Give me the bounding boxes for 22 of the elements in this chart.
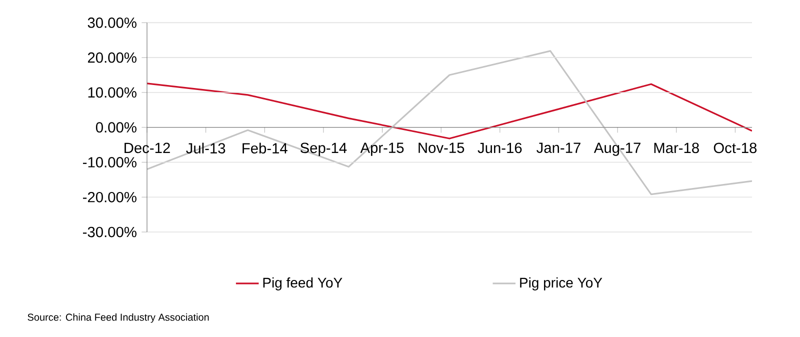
- x-tick-label: Sep-14: [300, 142, 347, 156]
- x-tick-label: Jun-16: [478, 142, 522, 154]
- x-tick-label: Feb-14: [242, 142, 288, 154]
- source-note: Source: China Feed Industry Association: [28, 313, 209, 323]
- x-tick-label: Jul-13: [186, 142, 226, 154]
- x-tick-label: Aug-17: [594, 142, 640, 156]
- x-tick-label: Nov-15: [418, 142, 464, 153]
- legend-label: Pig price YoY: [520, 277, 602, 290]
- y-tick-label: 0.00%: [96, 122, 136, 133]
- y-tick-label: 30.00%: [88, 18, 136, 28]
- x-tick-label: Dec-12: [124, 142, 170, 154]
- y-tick-label: 10.00%: [88, 87, 136, 98]
- y-tick-label: 20.00%: [88, 52, 136, 63]
- y-tick-label: -10.00%: [83, 157, 136, 168]
- x-tick-label: Oct-18: [714, 142, 757, 154]
- x-tick-label: Mar-18: [654, 142, 699, 154]
- x-tick-label: Jan-17: [536, 142, 580, 153]
- line-series: [147, 82, 752, 140]
- legend-label: Pig feed YoY: [263, 277, 342, 290]
- y-tick-label: -30.00%: [83, 226, 136, 238]
- y-tick-label: -20.00%: [83, 192, 136, 202]
- x-tick-label: Apr-15: [360, 142, 404, 156]
